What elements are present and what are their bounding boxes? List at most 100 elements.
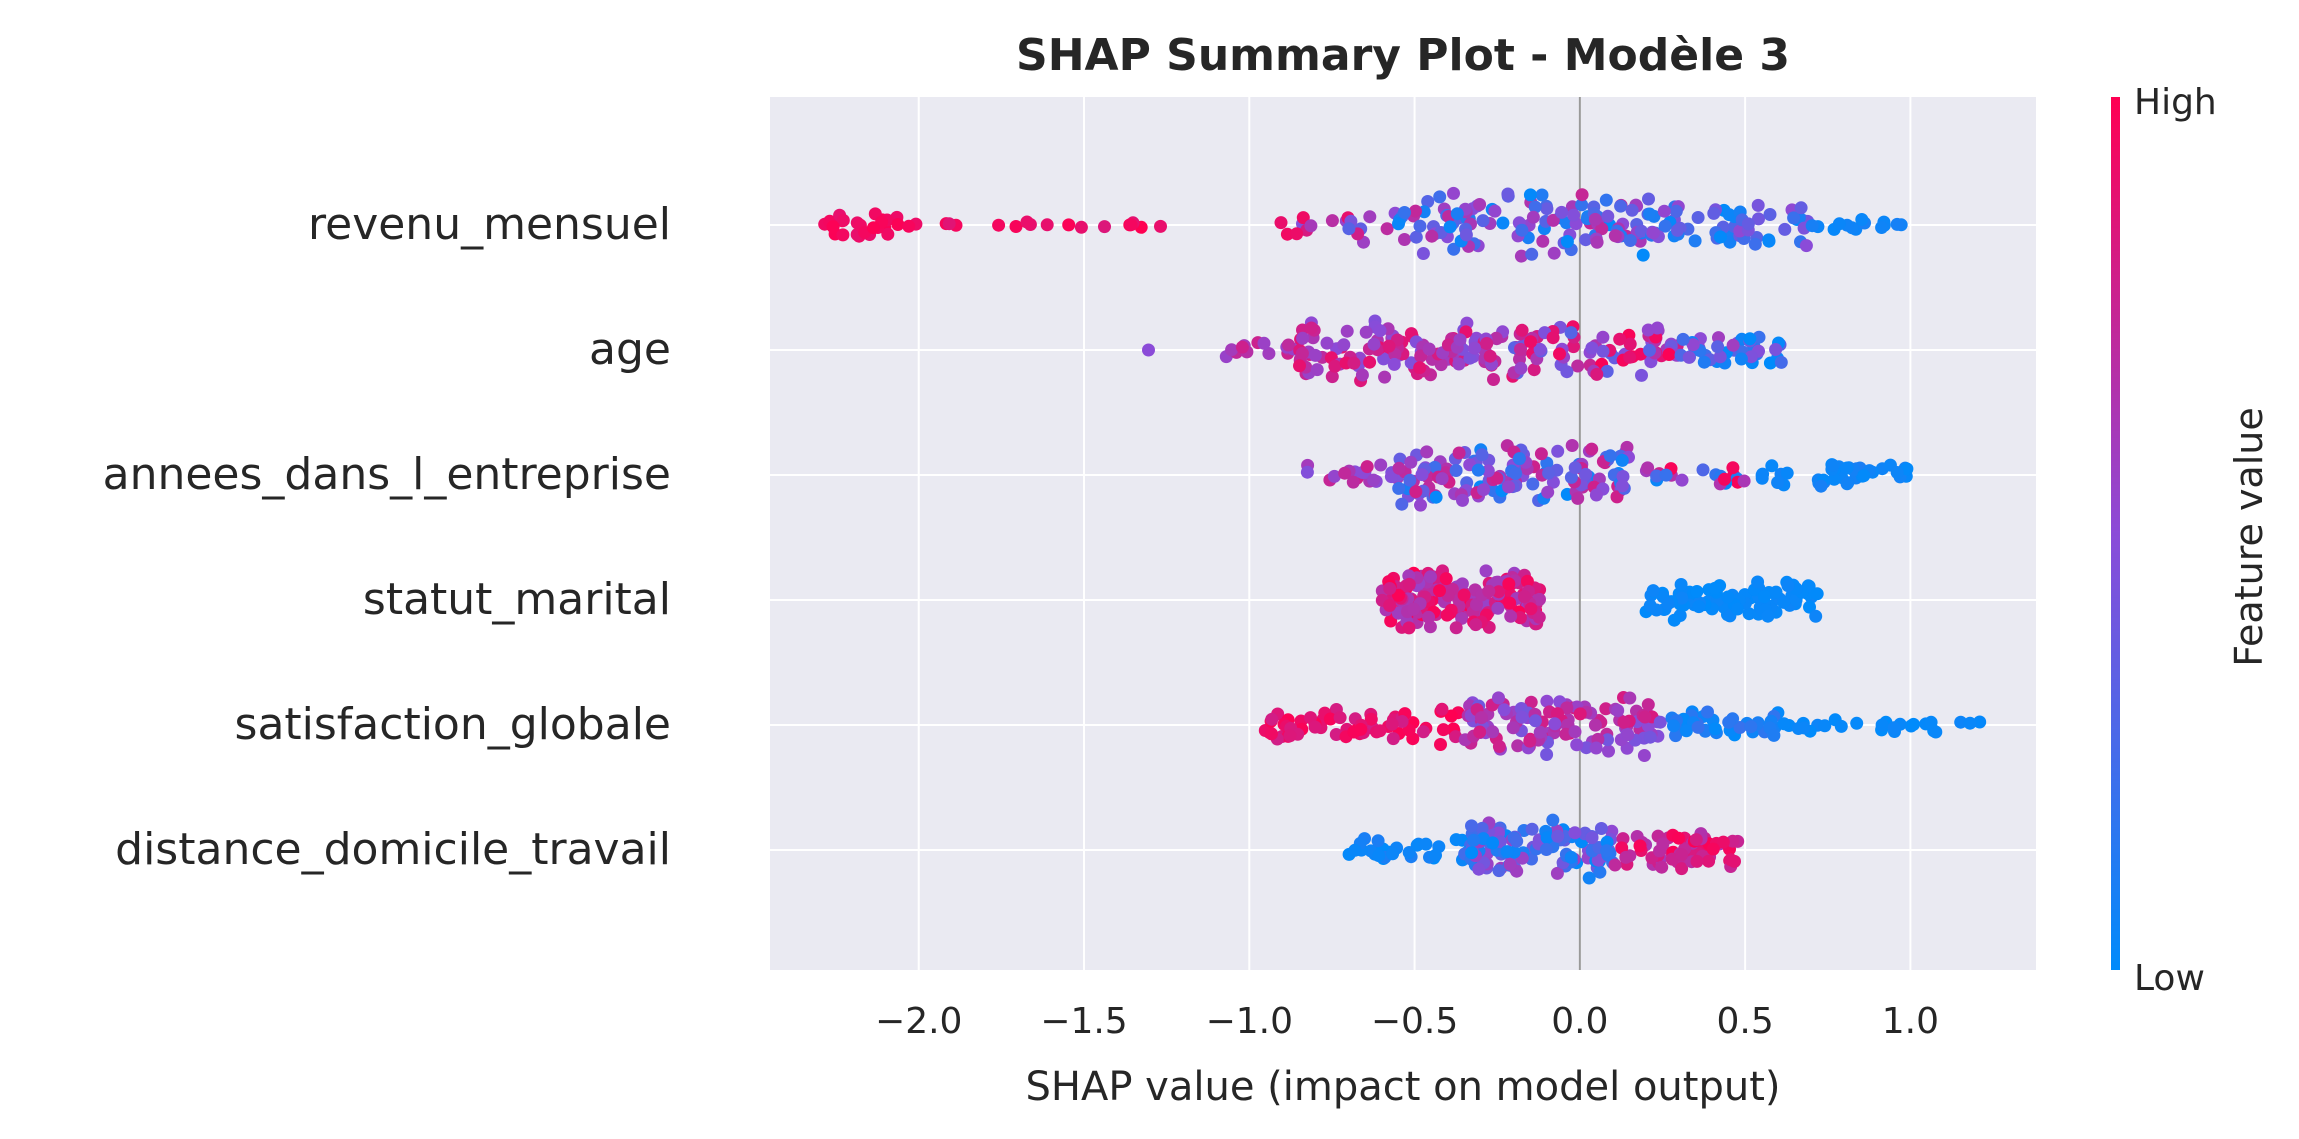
shap-point bbox=[1436, 723, 1450, 737]
shap-point bbox=[1455, 577, 1469, 591]
shap-point bbox=[1074, 220, 1088, 234]
shap-point bbox=[1497, 703, 1511, 717]
shap-point bbox=[1490, 471, 1504, 485]
shap-point bbox=[1420, 445, 1434, 459]
shap-point bbox=[1372, 849, 1386, 863]
shap-point bbox=[1840, 477, 1854, 491]
shap-point bbox=[1340, 324, 1354, 338]
shap-point bbox=[1690, 854, 1704, 868]
x-tick-label: 0.5 bbox=[1716, 1001, 1773, 1042]
shap-point bbox=[1514, 249, 1528, 263]
shap-point bbox=[1409, 230, 1423, 244]
shap-point bbox=[1548, 717, 1562, 731]
shap-point bbox=[1281, 338, 1295, 352]
shap-point bbox=[1433, 584, 1446, 598]
shap-point bbox=[1387, 357, 1401, 371]
shap-point bbox=[1502, 577, 1516, 591]
shap-point bbox=[1491, 575, 1505, 589]
shap-point bbox=[1520, 574, 1534, 588]
shap-point bbox=[1809, 609, 1823, 623]
shap-point bbox=[1676, 332, 1690, 346]
shap-point bbox=[1875, 221, 1889, 234]
shap-point bbox=[1510, 834, 1524, 848]
shap-point bbox=[1551, 829, 1565, 843]
beeswarm-points bbox=[818, 186, 1987, 885]
colorbar-high-label: High bbox=[2134, 82, 2217, 123]
shap-point bbox=[1617, 715, 1631, 729]
shap-point bbox=[1533, 725, 1547, 739]
shap-point bbox=[1642, 192, 1655, 206]
shap-point bbox=[1643, 599, 1657, 613]
shap-point bbox=[1395, 497, 1409, 511]
shap-point bbox=[1434, 738, 1447, 751]
shap-point bbox=[1452, 446, 1466, 460]
shap-point bbox=[1364, 712, 1378, 726]
shap-point bbox=[1524, 695, 1538, 709]
shap-point bbox=[881, 227, 895, 241]
shap-point bbox=[1385, 717, 1399, 731]
shap-point bbox=[1737, 474, 1751, 488]
shap-point bbox=[1392, 217, 1405, 231]
shap-point bbox=[1674, 578, 1688, 591]
shap-point bbox=[1329, 728, 1343, 741]
shap-point bbox=[1633, 839, 1647, 853]
shap-point bbox=[1850, 716, 1864, 730]
shap-point bbox=[1524, 602, 1538, 616]
shap-point bbox=[1511, 739, 1525, 753]
shap-point bbox=[1619, 850, 1633, 864]
shap-point bbox=[1692, 600, 1706, 614]
shap-point bbox=[1523, 188, 1537, 202]
shap-point bbox=[1225, 343, 1239, 357]
shap-point bbox=[1743, 332, 1757, 346]
shap-point bbox=[1573, 707, 1587, 721]
shap-point bbox=[1748, 237, 1762, 251]
shap-point bbox=[1486, 836, 1500, 850]
shap-point bbox=[1679, 724, 1693, 738]
shap-point bbox=[1473, 198, 1487, 211]
shap-point bbox=[1643, 343, 1656, 357]
shap-point bbox=[1262, 347, 1276, 360]
shap-point bbox=[1514, 342, 1527, 356]
shap-point bbox=[1342, 222, 1356, 236]
shap-point bbox=[1403, 473, 1417, 487]
shap-point bbox=[1887, 721, 1901, 735]
shap-point bbox=[1501, 187, 1515, 201]
shap-point bbox=[1383, 599, 1397, 612]
shap-point bbox=[1402, 723, 1416, 737]
shap-point bbox=[1491, 601, 1505, 615]
shap-point bbox=[1528, 200, 1542, 214]
shap-point bbox=[1718, 472, 1731, 486]
shap-point bbox=[1646, 226, 1660, 240]
shap-point bbox=[1481, 464, 1495, 478]
shap-point bbox=[1568, 461, 1582, 475]
shap-point bbox=[1496, 216, 1510, 230]
shap-point bbox=[1761, 609, 1775, 623]
shap-point bbox=[1463, 351, 1477, 365]
shap-point bbox=[1407, 602, 1421, 616]
shap-point bbox=[1638, 710, 1652, 724]
shap-point bbox=[1697, 355, 1711, 369]
shap-point bbox=[1280, 227, 1294, 241]
shap-point bbox=[1419, 837, 1433, 851]
shap-point bbox=[1293, 359, 1306, 373]
x-tick-label: 1.0 bbox=[1882, 1001, 1939, 1042]
shap-point bbox=[1373, 324, 1387, 338]
shap-point bbox=[1547, 246, 1561, 260]
shap-point bbox=[1532, 610, 1546, 624]
shap-point bbox=[1359, 325, 1373, 339]
shap-point bbox=[1778, 222, 1792, 236]
shap-point bbox=[1610, 490, 1624, 504]
shap-point bbox=[1711, 340, 1725, 354]
shap-point bbox=[1380, 222, 1394, 236]
shap-point bbox=[1422, 342, 1436, 356]
shap-point bbox=[1415, 468, 1429, 482]
shap-point bbox=[1425, 229, 1439, 243]
shap-point bbox=[1755, 468, 1769, 482]
shap-point bbox=[1623, 691, 1637, 705]
shap-point bbox=[1672, 831, 1686, 845]
shap-point bbox=[1465, 846, 1479, 860]
shap-point bbox=[1593, 865, 1607, 879]
shap-point bbox=[1325, 370, 1339, 384]
shap-point bbox=[1536, 234, 1550, 248]
